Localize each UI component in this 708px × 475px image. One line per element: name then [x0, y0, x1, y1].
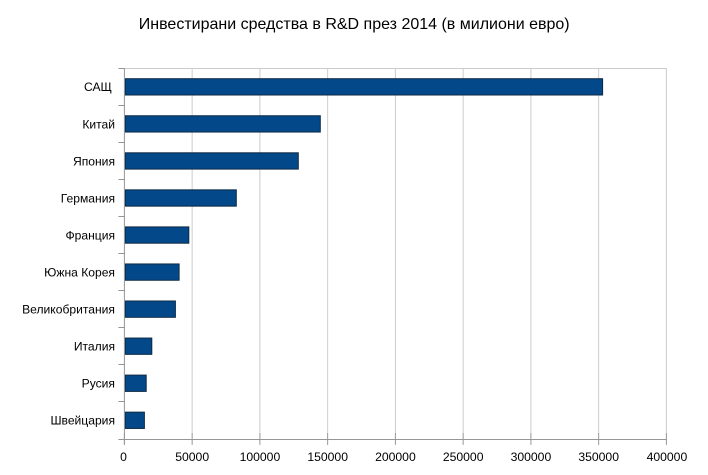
svg-text:Германия: Германия [61, 191, 115, 205]
svg-text:150000: 150000 [307, 450, 348, 464]
svg-text:Великобритания: Великобритания [22, 303, 115, 317]
svg-text:350000: 350000 [578, 450, 619, 464]
svg-text:400000: 400000 [647, 450, 688, 464]
svg-text:200000: 200000 [375, 450, 416, 464]
svg-text:Южна Корея: Южна Корея [44, 265, 115, 279]
svg-text:250000: 250000 [443, 450, 484, 464]
svg-text:100000: 100000 [240, 450, 281, 464]
svg-text:Швейцария: Швейцария [50, 414, 115, 428]
svg-text:0: 0 [120, 450, 127, 464]
svg-text:Китай: Китай [82, 117, 115, 131]
svg-text:300000: 300000 [511, 450, 552, 464]
svg-text:Италия: Италия [74, 340, 115, 354]
svg-text:Русия: Русия [82, 377, 115, 391]
svg-text:Япония: Япония [73, 154, 115, 168]
svg-text:Франция: Франция [65, 228, 115, 242]
svg-text:50000: 50000 [175, 450, 209, 464]
svg-text:Инвестирани средства в R&D пре: Инвестирани средства в R&D през 2014 (в … [139, 16, 570, 33]
svg-text:САЩ: САЩ [84, 80, 112, 94]
